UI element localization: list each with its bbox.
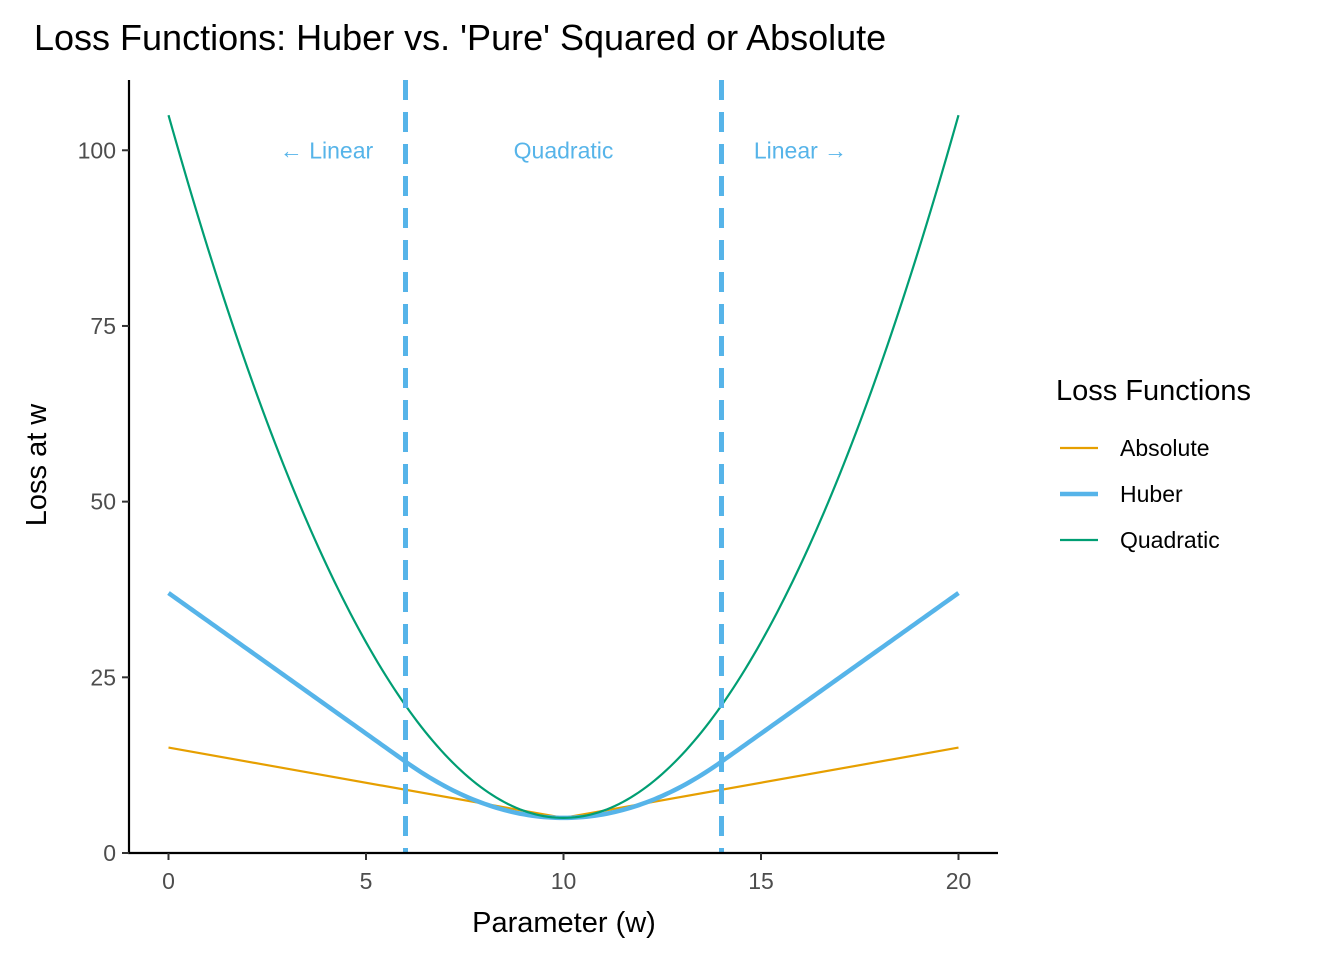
y-tick-label-4: 100 — [78, 137, 116, 163]
legend-title: Loss Functions — [1056, 375, 1251, 407]
chart-title: Loss Functions: Huber vs. 'Pure' Squared… — [34, 17, 886, 58]
y-tick-label-2: 50 — [90, 489, 116, 515]
x-tick-label-1: 5 — [360, 868, 373, 894]
series-line-quadratic — [167, 114, 960, 819]
y-axis-title: Loss at w — [21, 403, 53, 527]
legend-label-huber: Huber — [1120, 481, 1183, 507]
region-label-1: ← Linear — [280, 137, 374, 163]
series-line-absolute — [168, 746, 959, 819]
axes: 0 5 10 15 20 0 25 50 75 100 — [78, 80, 998, 894]
legend-label-absolute: Absolute — [1120, 435, 1210, 461]
region-label-3: Linear → — [754, 137, 847, 163]
series-line-huber — [167, 591, 960, 821]
legend-label-quadratic: Quadratic — [1120, 527, 1220, 553]
legend: Loss Functions Absolute Huber Quadratic — [1056, 375, 1251, 553]
x-tick-label-4: 20 — [946, 868, 972, 894]
y-tick-label-1: 25 — [90, 664, 116, 690]
plot-area: ← Linear Quadratic Linear → — [167, 80, 960, 853]
x-tick-label-3: 15 — [748, 868, 774, 894]
region-label-2: Quadratic — [514, 137, 614, 163]
x-tick-label-0: 0 — [162, 868, 175, 894]
x-axis-title: Parameter (w) — [472, 907, 656, 939]
y-tick-label-3: 75 — [90, 313, 116, 339]
y-tick-label-0: 0 — [103, 840, 116, 866]
x-tick-label-2: 10 — [551, 868, 577, 894]
